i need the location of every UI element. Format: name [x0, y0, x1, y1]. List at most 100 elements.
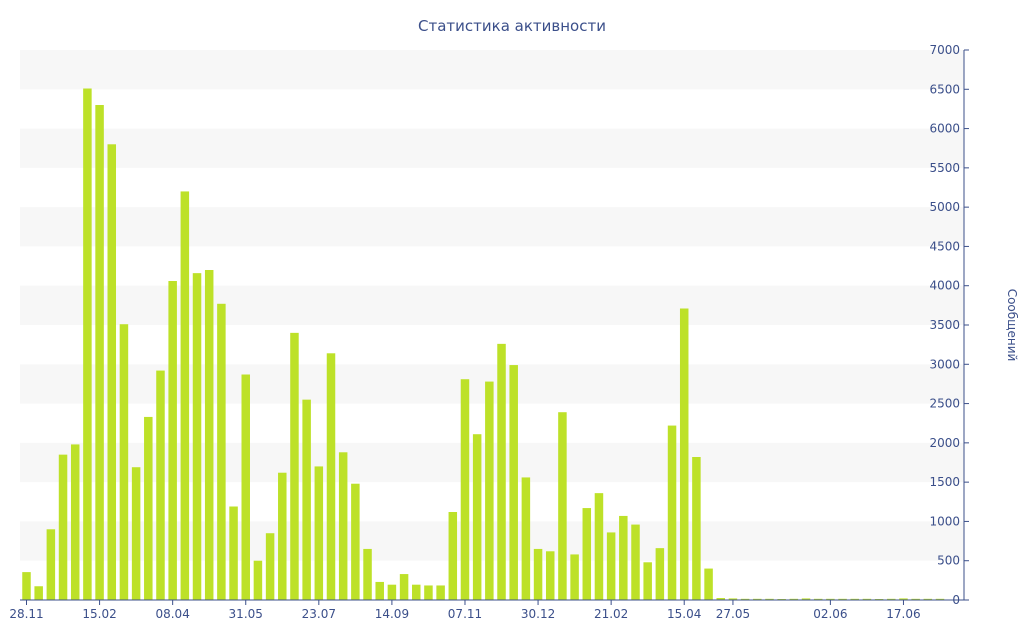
y-tick-label: 3500: [929, 318, 960, 332]
bar[interactable]: [83, 88, 92, 601]
bar[interactable]: [302, 399, 311, 600]
bar[interactable]: [278, 472, 287, 600]
bar[interactable]: [801, 598, 811, 600]
bar[interactable]: [436, 585, 445, 600]
x-tick-label: 23.07: [302, 607, 336, 621]
bar[interactable]: [399, 574, 409, 600]
bar[interactable]: [753, 598, 762, 600]
x-tick-label: 08.04: [155, 607, 189, 621]
bar[interactable]: [46, 529, 56, 600]
bar[interactable]: [192, 273, 202, 600]
grid-band: [20, 207, 964, 247]
bar[interactable]: [911, 598, 920, 600]
bar[interactable]: [119, 324, 129, 600]
bar[interactable]: [168, 281, 177, 600]
x-tick-label: 14.09: [375, 607, 409, 621]
bar[interactable]: [655, 548, 665, 600]
bar[interactable]: [314, 466, 324, 600]
bar[interactable]: [253, 560, 263, 600]
bar[interactable]: [533, 548, 543, 600]
y-tick-label: 6500: [929, 82, 960, 96]
bar[interactable]: [765, 598, 774, 600]
x-tick-label: 15.02: [82, 607, 116, 621]
bars-group: [22, 88, 945, 601]
bar[interactable]: [606, 532, 616, 600]
y-tick-label: 7000: [929, 43, 960, 57]
bar[interactable]: [22, 572, 31, 600]
grid-bands: [20, 50, 964, 561]
bar[interactable]: [850, 598, 859, 600]
bar[interactable]: [838, 598, 847, 600]
y-tick-label: 4500: [929, 239, 960, 253]
bar[interactable]: [887, 598, 896, 600]
x-tick-label: 31.05: [229, 607, 263, 621]
bar[interactable]: [509, 365, 518, 600]
bar[interactable]: [70, 444, 80, 600]
bar[interactable]: [497, 343, 506, 600]
grid-band: [20, 285, 964, 325]
bar[interactable]: [826, 598, 835, 600]
bar[interactable]: [265, 533, 275, 600]
bar[interactable]: [862, 598, 872, 600]
y-tick-label: 4000: [929, 279, 960, 293]
bar[interactable]: [204, 270, 214, 600]
bar[interactable]: [594, 493, 604, 600]
bar[interactable]: [704, 568, 713, 600]
x-tick-label: 15.04: [667, 607, 701, 621]
bar[interactable]: [485, 381, 494, 600]
bar[interactable]: [338, 452, 348, 600]
bar[interactable]: [558, 412, 567, 600]
bar[interactable]: [95, 105, 104, 600]
bar[interactable]: [521, 477, 531, 600]
bar[interactable]: [351, 483, 360, 600]
chart-title: Статистика активности: [418, 17, 606, 35]
bar[interactable]: [412, 584, 421, 600]
bar[interactable]: [241, 374, 250, 601]
bar[interactable]: [728, 598, 738, 600]
bar[interactable]: [107, 144, 117, 601]
bar[interactable]: [935, 598, 945, 600]
bar[interactable]: [619, 515, 628, 600]
bar[interactable]: [326, 353, 336, 600]
bar[interactable]: [716, 598, 726, 600]
bar[interactable]: [679, 308, 689, 601]
bar[interactable]: [570, 554, 579, 600]
bar[interactable]: [363, 548, 372, 600]
bar[interactable]: [180, 191, 190, 600]
bar[interactable]: [375, 581, 384, 600]
bar[interactable]: [34, 586, 43, 600]
bar[interactable]: [58, 454, 68, 600]
bar[interactable]: [448, 512, 458, 600]
y-tick-label: 1000: [929, 514, 960, 528]
bar[interactable]: [144, 416, 153, 600]
bar[interactable]: [472, 434, 482, 600]
bar[interactable]: [582, 508, 592, 600]
bar[interactable]: [740, 598, 750, 600]
grid-band: [20, 50, 964, 90]
bar[interactable]: [899, 598, 908, 600]
y-tick-label: 2500: [929, 397, 960, 411]
bar[interactable]: [667, 425, 677, 600]
bar[interactable]: [229, 506, 238, 601]
bar[interactable]: [923, 598, 933, 600]
y-tick-label: 3000: [929, 357, 960, 371]
bar[interactable]: [545, 551, 555, 600]
bar[interactable]: [424, 585, 433, 600]
bar[interactable]: [631, 524, 640, 600]
bar[interactable]: [460, 379, 470, 600]
y-tick-label: 1500: [929, 475, 960, 489]
bar[interactable]: [156, 370, 165, 600]
bar[interactable]: [789, 598, 799, 600]
x-tick-label: 17.06: [886, 607, 920, 621]
bar[interactable]: [290, 332, 299, 600]
y-tick-label: 5000: [929, 200, 960, 214]
bar[interactable]: [643, 562, 652, 600]
bar[interactable]: [692, 457, 701, 600]
x-tick-label: 07.11: [448, 607, 482, 621]
bar[interactable]: [387, 584, 397, 600]
bar[interactable]: [813, 598, 823, 600]
bar[interactable]: [217, 303, 226, 600]
bar[interactable]: [131, 467, 141, 600]
y-tick-label: 2000: [929, 436, 960, 450]
